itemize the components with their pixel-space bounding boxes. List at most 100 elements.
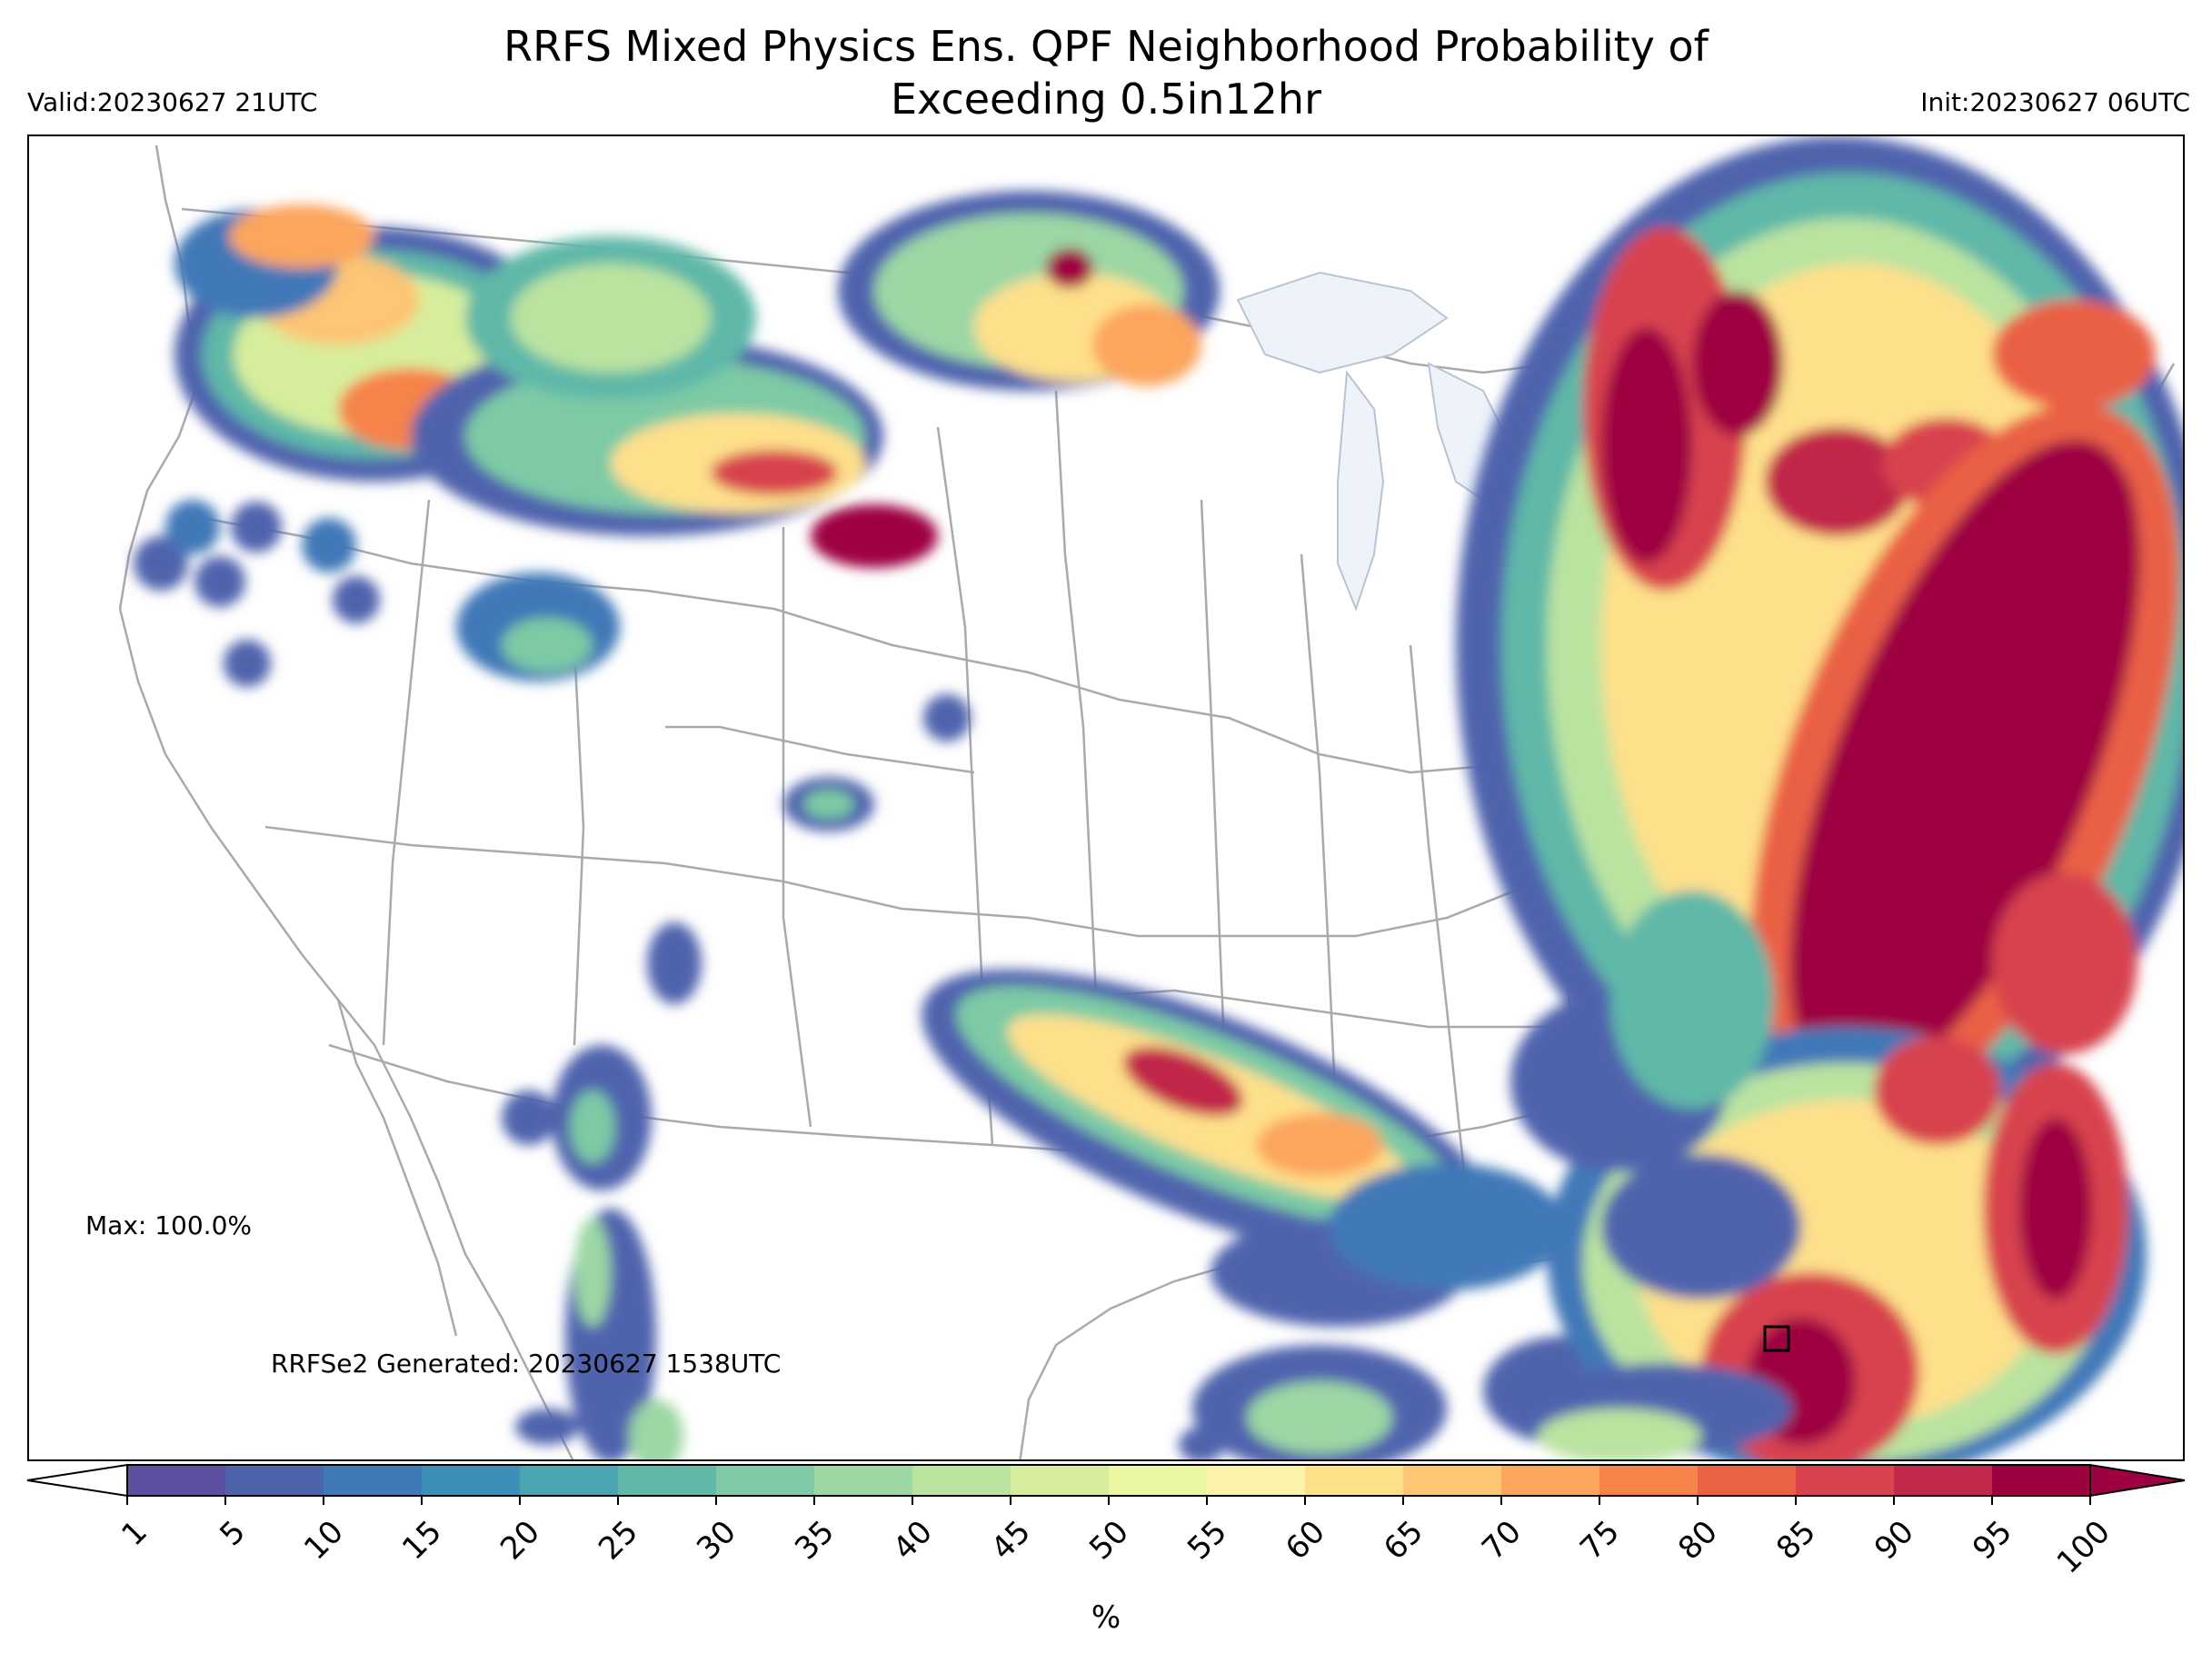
lake-superior [1236,271,1449,374]
colorbar-tick-label: 5 [213,1514,253,1554]
prob-contour [134,536,188,591]
prob-contour [923,694,971,742]
colorbar-segment [324,1465,423,1496]
colorbar-segment [1403,1465,1502,1496]
prob-contour [1092,304,1201,386]
colorbar-segment [1894,1465,1993,1496]
colorbar-tick-label: 50 [1082,1514,1136,1568]
lake-michigan [1337,370,1385,612]
chart-title: RRFS Mixed Physics Ens. QPF Neighborhood… [0,20,2212,125]
prob-contour [1992,300,2156,409]
title-line-1: RRFS Mixed Physics Ens. QPF Neighborhood… [503,22,1709,71]
colorbar: 1 5 10 15 20 25 30 35 40 45 50 55 60 65 70 75 80 85 90 95 10… [26,1463,2186,1581]
colorbar-tick-label: 90 [1868,1514,1921,1568]
prob-contour [194,556,245,607]
colorbar-segment [814,1465,913,1496]
prob-contour [333,576,380,623]
max-location-marker [1763,1325,1790,1352]
colorbar-segment [1796,1465,1895,1496]
prob-contour [302,518,356,573]
colorbar-segment [912,1465,1011,1496]
colorbar-over-extension [2089,1463,2186,1498]
prob-contour [647,922,702,1004]
colorbar-segment [1207,1465,1306,1496]
colorbar-segment [618,1465,717,1496]
prob-contour [1538,1409,1701,1459]
colorbar-tick-label: 45 [984,1514,1038,1568]
prob-contour [1046,248,1093,288]
state-border [382,499,431,1046]
colorbar-tick-label: 85 [1769,1514,1823,1568]
title-line-2: Exceeding 0.5in12hr [890,75,1321,124]
generated-time-label: RRFSe2 Generated: 20230627 1538UTC [271,1349,782,1379]
colorbar-segment [520,1465,619,1496]
colorbar-tick-label: 35 [788,1514,842,1568]
prob-contour [811,504,938,568]
baja-coastline [336,999,458,1337]
state-border [1300,553,1340,1155]
colorbar-tick-label: 60 [1279,1514,1332,1568]
colorbar-units-label: % [1091,1599,1121,1636]
prob-contour [574,1218,611,1327]
prob-contour [1601,327,1692,563]
prob-contour [502,618,593,672]
colorbar-segment [1698,1465,1797,1496]
colorbar-segment [1501,1465,1600,1496]
prob-contour [1256,1113,1383,1177]
prob-contour [570,1090,615,1163]
colorbar-segment [716,1465,815,1496]
prob-contour [2019,1118,2092,1300]
colorbar-tick-label: 100 [2050,1514,2117,1581]
state-border [1409,644,1467,1182]
colorbar-tick-label: 40 [886,1514,940,1568]
colorbar-tick-label: 25 [592,1514,645,1568]
prob-contour [1883,463,2137,973]
prob-contour [1601,1154,1801,1300]
prob-contour [231,502,282,553]
prob-contour [1692,291,1783,436]
colorbar-segment [1109,1465,1208,1496]
colorbar-segment [422,1465,521,1496]
colorbar-under-extension [26,1463,128,1498]
colorbar-tick-label: 80 [1671,1514,1725,1568]
colorbar-segment [1992,1465,2091,1496]
state-border [573,644,585,1046]
colorbar-tick-label: 70 [1475,1514,1529,1568]
colorbar-tick-label: 75 [1573,1514,1627,1568]
colorbar-tick-label: 65 [1377,1514,1430,1568]
prob-contour [229,204,374,268]
prob-contour [803,790,854,819]
prob-contour [1992,872,2137,1054]
prob-contour [1179,1427,1224,1459]
colorbar-tick-label: 15 [395,1514,449,1568]
colorbar-segment [1305,1465,1404,1496]
colorbar-tick-label: 55 [1181,1514,1234,1568]
prob-contour [1765,427,1910,536]
prob-contour [165,500,220,554]
colorbar-tick-label: 95 [1966,1514,2019,1568]
prob-contour [1247,1381,1392,1454]
map-frame [27,134,2185,1461]
prob-contour [511,264,711,373]
state-border [665,725,975,774]
prob-contour [502,1090,556,1145]
colorbar-segment [1011,1465,1110,1496]
colorbar-segment [127,1465,226,1496]
probability-field [134,136,2183,1459]
prob-contour [1874,1036,2001,1145]
colorbar-tick-label: 1 [115,1514,154,1554]
colorbar-segment [1599,1465,1699,1496]
colorbar-tick-label: 10 [297,1514,351,1568]
prob-contour [629,1399,683,1459]
prob-contour [711,450,838,495]
prob-contour [224,640,271,687]
state-border [782,527,812,1128]
valid-time-label: Valid:20230627 21UTC [27,87,318,117]
map-canvas [118,136,2183,1459]
prob-contour [1123,1046,1243,1117]
colorbar-segment [225,1465,324,1496]
colorbar-tick-label: 20 [493,1514,547,1568]
prob-contour [515,1409,579,1445]
max-value-label: Max: 100.0% [85,1210,252,1240]
init-time-label: Init:20230627 06UTC [1920,87,2190,117]
